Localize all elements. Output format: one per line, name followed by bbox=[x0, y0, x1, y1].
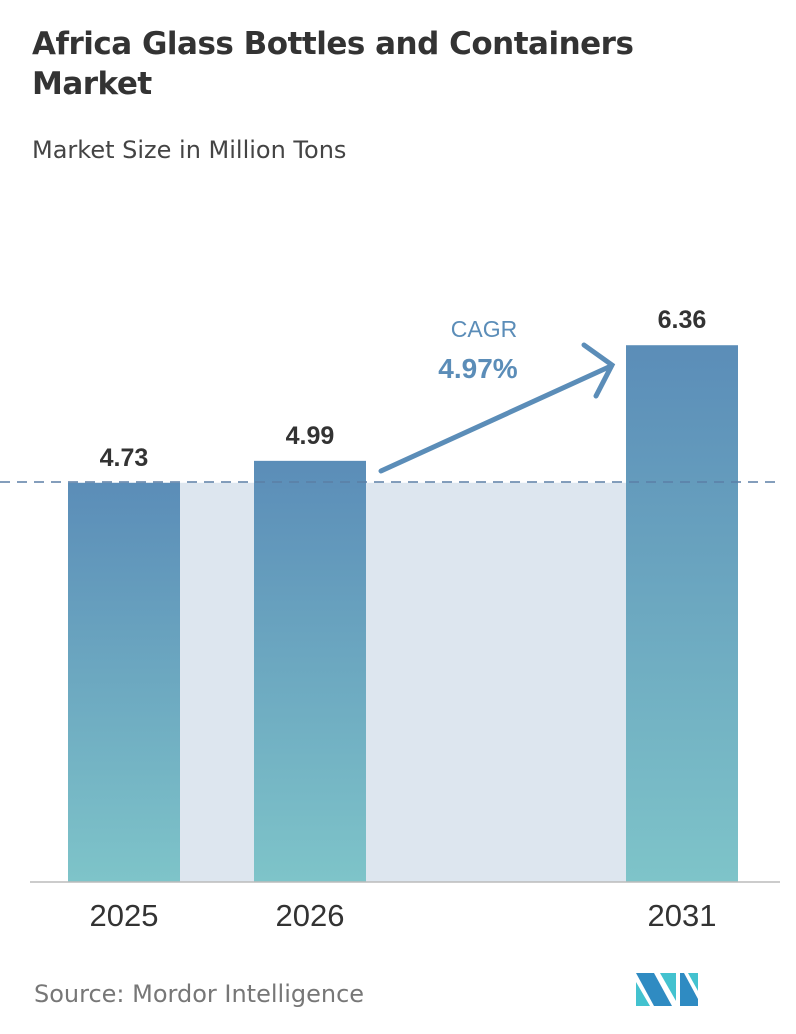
x-tick-label-2031: 2031 bbox=[648, 898, 717, 933]
source-text: Source: Mordor Intelligence bbox=[34, 980, 365, 1008]
bar-2031 bbox=[626, 345, 738, 882]
mordor-logo-icon bbox=[636, 973, 698, 1006]
baseline-band bbox=[180, 482, 626, 882]
x-tick-label-2025: 2025 bbox=[90, 898, 159, 933]
chart-subtitle: Market Size in Million Tons bbox=[32, 136, 347, 164]
data-label-2026: 4.99 bbox=[286, 422, 335, 450]
x-tick-label-2026: 2026 bbox=[276, 898, 345, 933]
cagr-label: CAGR bbox=[451, 316, 517, 342]
cagr-arrow bbox=[378, 342, 616, 474]
bar-2026 bbox=[254, 460, 366, 882]
chart-title: Africa Glass Bottles and Containers Mark… bbox=[32, 26, 634, 102]
data-label-2031: 6.36 bbox=[658, 306, 707, 334]
cagr-value: 4.97% bbox=[438, 353, 517, 384]
bar-2025 bbox=[68, 482, 180, 882]
data-label-2025: 4.73 bbox=[100, 444, 149, 472]
